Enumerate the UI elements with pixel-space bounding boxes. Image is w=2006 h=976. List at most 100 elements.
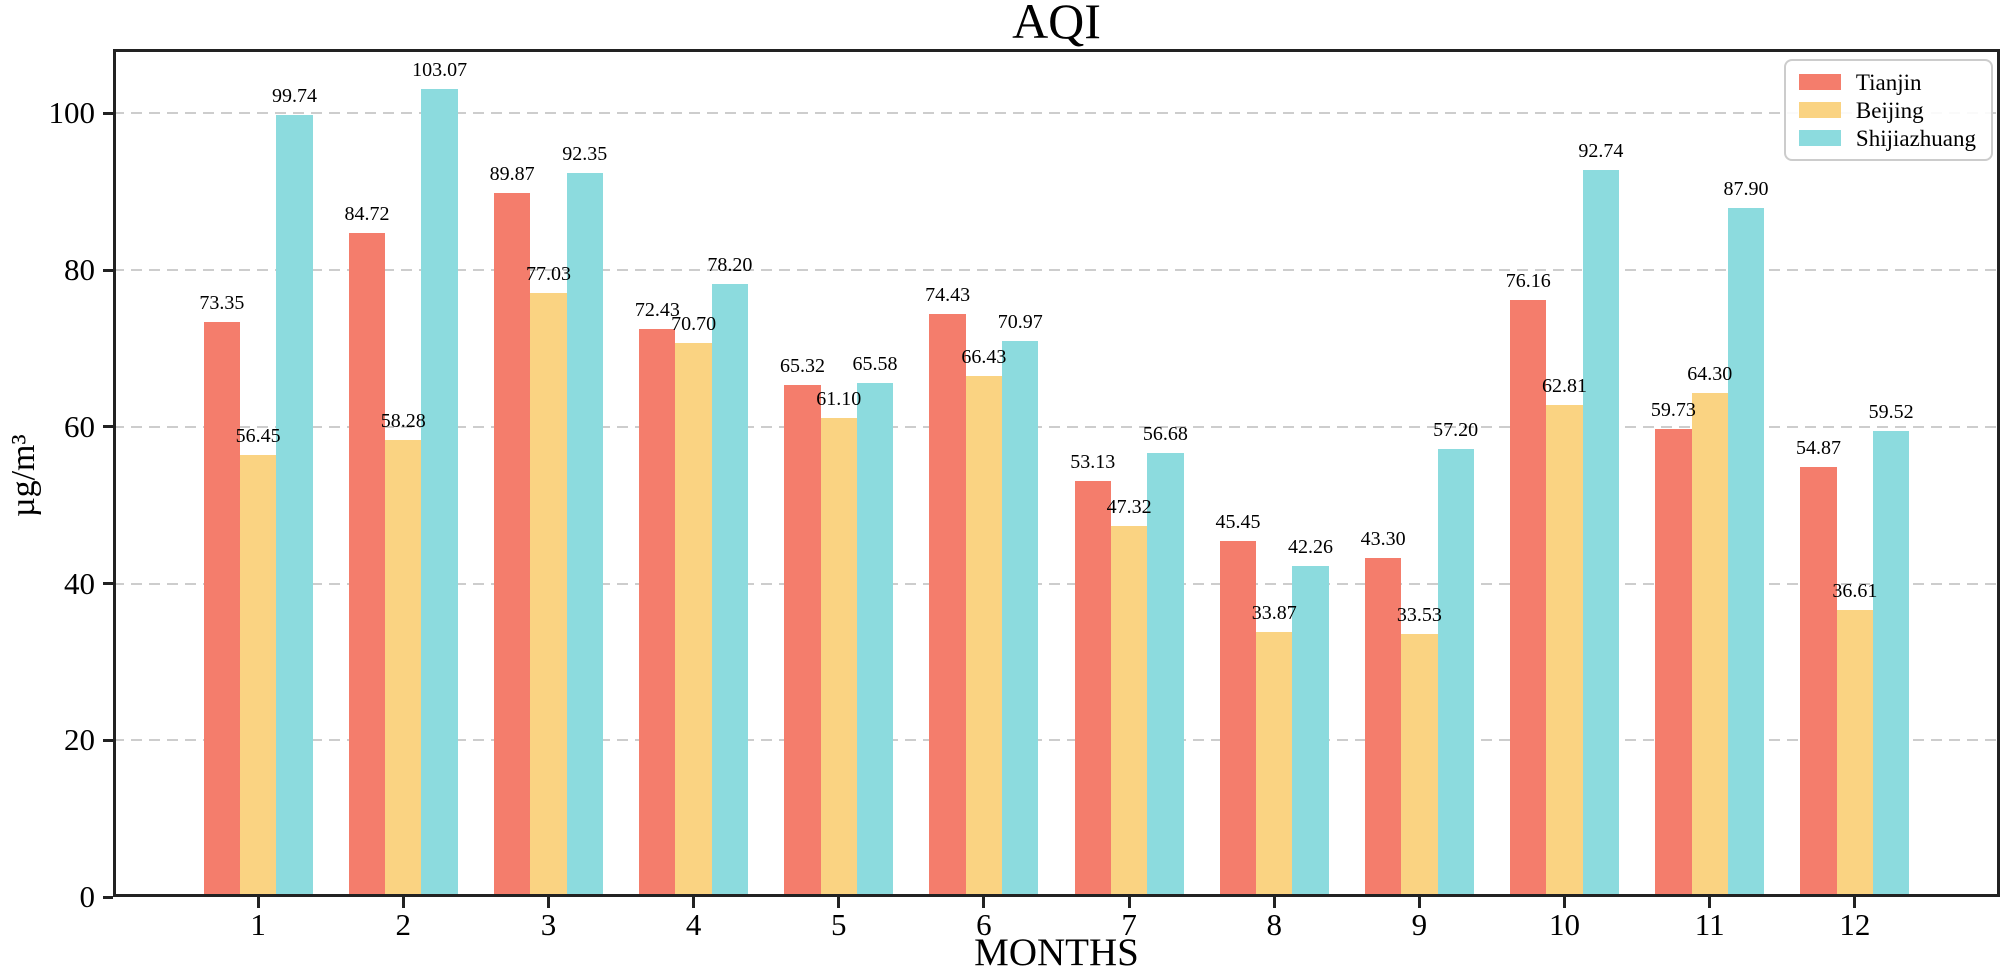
legend-swatch-shijiazhuang — [1798, 130, 1841, 146]
y-tick — [103, 425, 113, 429]
x-tick — [692, 897, 696, 908]
y-tick — [103, 738, 113, 742]
bar-value-label: 65.32 — [779, 355, 825, 378]
bar-value-label: 54.87 — [1796, 436, 1842, 459]
bar-value-label: 99.74 — [271, 85, 317, 108]
bar-tianjin-month1 — [203, 322, 240, 897]
bar-value-label: 70.70 — [671, 312, 717, 335]
x-tick — [401, 897, 405, 908]
plot-area: 73.35 84.72 89.87 72.43 65.32 74.43 53.13 45.45… — [113, 49, 2000, 897]
axis-spine-right — [1997, 49, 2000, 897]
bar-beijing-month3 — [530, 293, 567, 897]
bar-shijiazhuang-month12 — [1872, 430, 1910, 897]
legend-item-shijiazhuang: Shijiazhuang — [1798, 124, 1976, 152]
bar-shijiazhuang-month3 — [566, 173, 603, 897]
bar-tianjin-month4 — [639, 329, 676, 897]
x-tick — [1417, 897, 1421, 908]
legend-item-beijing: Beijing — [1798, 96, 1976, 124]
x-tick-label: 2 — [395, 907, 412, 942]
x-tick — [1563, 897, 1567, 908]
bar-beijing-month11 — [1691, 393, 1728, 897]
x-tick-label: 9 — [1411, 907, 1428, 942]
bar-value-label: 70.97 — [997, 310, 1043, 333]
bar-tianjin-month3 — [494, 192, 531, 897]
bar-value-label: 72.43 — [634, 299, 680, 322]
y-tick — [103, 268, 113, 272]
gridline-y20 — [113, 739, 2000, 742]
legend-label: Beijing — [1855, 97, 1924, 123]
x-tick-label: 3 — [540, 907, 557, 942]
legend-label: Tianjin — [1855, 69, 1922, 95]
bar-value-label: 84.72 — [344, 203, 390, 226]
bar-shijiazhuang-month2 — [421, 89, 458, 897]
bar-tianjin-month7 — [1074, 480, 1111, 897]
bar-value-label: 78.20 — [707, 254, 753, 277]
x-tick — [1272, 897, 1276, 908]
gridline-y40 — [113, 582, 2000, 585]
bar-value-label: 76.16 — [1505, 270, 1551, 293]
gridline-y80 — [113, 269, 2000, 271]
bar-shijiazhuang-month7 — [1147, 452, 1184, 897]
y-tick — [103, 111, 113, 115]
bar-value-label: 33.53 — [1396, 604, 1442, 627]
bar-value-label: 66.43 — [961, 346, 1007, 369]
bar-tianjin-month10 — [1510, 300, 1547, 897]
bar-value-label: 43.30 — [1360, 527, 1406, 550]
bar-beijing-month12 — [1836, 610, 1873, 897]
bar-value-label: 74.43 — [925, 283, 971, 306]
bar-value-label: 87.90 — [1723, 178, 1769, 201]
legend-label: Shijiazhuang — [1855, 125, 1976, 151]
x-tick-label: 7 — [1121, 907, 1137, 942]
y-tick — [103, 582, 113, 585]
x-tick — [256, 897, 260, 908]
gridline-y100 — [113, 112, 2000, 115]
bar-tianjin-month9 — [1364, 557, 1402, 897]
x-tick-label: 4 — [685, 907, 702, 942]
bar-shijiazhuang-month11 — [1727, 208, 1765, 897]
bar-value-label: 53.13 — [1070, 450, 1116, 473]
bar-shijiazhuang-month8 — [1292, 565, 1329, 897]
x-axis-label: MONTHS — [974, 931, 1139, 974]
bar-beijing-month6 — [965, 376, 1003, 897]
x-tick — [837, 897, 841, 908]
bar-beijing-month2 — [385, 440, 422, 897]
bar-beijing-month9 — [1401, 634, 1438, 897]
bar-shijiazhuang-month1 — [276, 115, 313, 897]
axis-spine-bottom — [113, 894, 2000, 897]
legend-swatch-beijing — [1798, 102, 1841, 118]
bar-beijing-month4 — [675, 342, 712, 897]
bar-tianjin-month11 — [1655, 428, 1692, 897]
y-tick-label: 100 — [48, 95, 96, 131]
bar-tianjin-month8 — [1219, 540, 1257, 897]
x-tick-label: 10 — [1549, 907, 1581, 942]
y-tick-label: 0 — [79, 879, 96, 914]
bar-value-label: 103.07 — [412, 59, 468, 82]
bar-tianjin-month12 — [1800, 466, 1837, 897]
bar-value-label: 57.20 — [1433, 418, 1479, 441]
bar-value-label: 42.26 — [1288, 535, 1334, 558]
bar-tianjin-month6 — [929, 313, 966, 897]
bar-value-label: 58.28 — [380, 410, 426, 433]
bar-tianjin-month5 — [784, 385, 821, 897]
bar-value-label: 56.68 — [1142, 422, 1188, 445]
bar-value-label: 36.61 — [1832, 580, 1878, 603]
x-tick-label: 8 — [1266, 907, 1282, 942]
x-tick — [546, 897, 550, 908]
bar-value-label: 47.32 — [1106, 496, 1152, 519]
bar-value-label: 61.10 — [816, 388, 862, 411]
x-tick — [1853, 897, 1857, 908]
x-tick-label: 12 — [1839, 907, 1871, 942]
y-tick — [103, 895, 113, 899]
y-tick-label: 40 — [64, 565, 95, 601]
y-tick-label: 20 — [64, 722, 95, 758]
bar-value-label: 45.45 — [1215, 510, 1261, 533]
bar-value-label: 89.87 — [489, 162, 535, 185]
bar-beijing-month1 — [240, 454, 277, 897]
axis-spine-top — [113, 49, 2000, 52]
x-tick-label: 1 — [250, 907, 266, 942]
bar-value-label: 64.30 — [1687, 363, 1733, 386]
bar-value-label: 59.52 — [1868, 400, 1914, 423]
legend: Tianjin Beijing Shijiazhuang — [1783, 59, 1993, 161]
gridline-y60 — [113, 425, 2000, 428]
bar-value-label: 73.35 — [199, 292, 245, 315]
